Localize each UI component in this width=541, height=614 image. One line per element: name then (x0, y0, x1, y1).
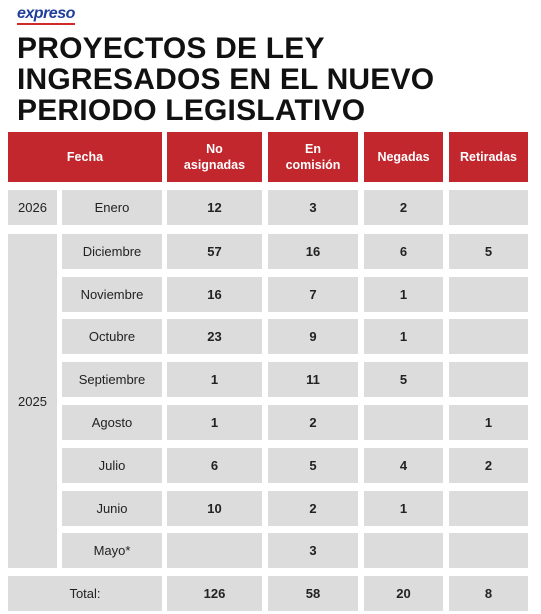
value-cell: 2 (364, 190, 443, 225)
month-cell: Agosto (62, 405, 162, 440)
value-cell: 5 (449, 233, 528, 269)
header-cell: No asignadas (167, 132, 262, 182)
value-cell (449, 276, 528, 312)
total-cell: 20 (364, 576, 443, 611)
value-cell (449, 533, 528, 569)
month-cell: Junio (62, 490, 162, 526)
value-cell (449, 190, 528, 225)
month-cell: Octubre (62, 319, 162, 355)
value-cell: 1 (167, 405, 262, 440)
value-cell: 1 (364, 276, 443, 312)
value-cell: 1 (449, 405, 528, 440)
year-cell: 2025 (8, 233, 57, 569)
value-cell: 1 (167, 362, 262, 398)
value-cell (364, 533, 443, 569)
header-cell: Fecha (8, 132, 162, 182)
value-cell (449, 319, 528, 355)
value-cell: 4 (364, 447, 443, 483)
month-cell: Noviembre (62, 276, 162, 312)
brand-logo: expreso (17, 6, 75, 25)
month-cell: Enero (62, 190, 162, 225)
value-cell: 57 (167, 233, 262, 269)
value-cell: 6 (364, 233, 443, 269)
value-cell (449, 362, 528, 398)
value-cell (364, 405, 443, 440)
value-cell: 1 (364, 490, 443, 526)
value-cell: 2 (268, 405, 358, 440)
total-cell: 8 (449, 576, 528, 611)
header-cell: Retiradas (449, 132, 528, 182)
month-cell: Septiembre (62, 362, 162, 398)
value-cell: 7 (268, 276, 358, 312)
value-cell: 16 (268, 233, 358, 269)
value-cell: 10 (167, 490, 262, 526)
value-cell: 2 (268, 490, 358, 526)
value-cell: 1 (364, 319, 443, 355)
value-cell: 5 (364, 362, 443, 398)
value-cell: 5 (268, 447, 358, 483)
month-cell: Mayo* (62, 533, 162, 569)
value-cell: 9 (268, 319, 358, 355)
value-cell: 2 (449, 447, 528, 483)
value-cell: 3 (268, 190, 358, 225)
total-label: Total: (8, 576, 162, 611)
value-cell (167, 533, 262, 569)
title: PROYECTOS DE LEY INGRESADOS EN EL NUEVO … (17, 32, 435, 127)
value-cell: 11 (268, 362, 358, 398)
value-cell (449, 490, 528, 526)
value-cell: 6 (167, 447, 262, 483)
value-cell: 12 (167, 190, 262, 225)
value-cell: 23 (167, 319, 262, 355)
month-cell: Julio (62, 447, 162, 483)
total-cell: 126 (167, 576, 262, 611)
total-cell: 58 (268, 576, 358, 611)
value-cell: 16 (167, 276, 262, 312)
year-cell: 2026 (8, 190, 57, 225)
header-cell: En comisión (268, 132, 358, 182)
header-cell: Negadas (364, 132, 443, 182)
month-cell: Diciembre (62, 233, 162, 269)
value-cell: 3 (268, 533, 358, 569)
